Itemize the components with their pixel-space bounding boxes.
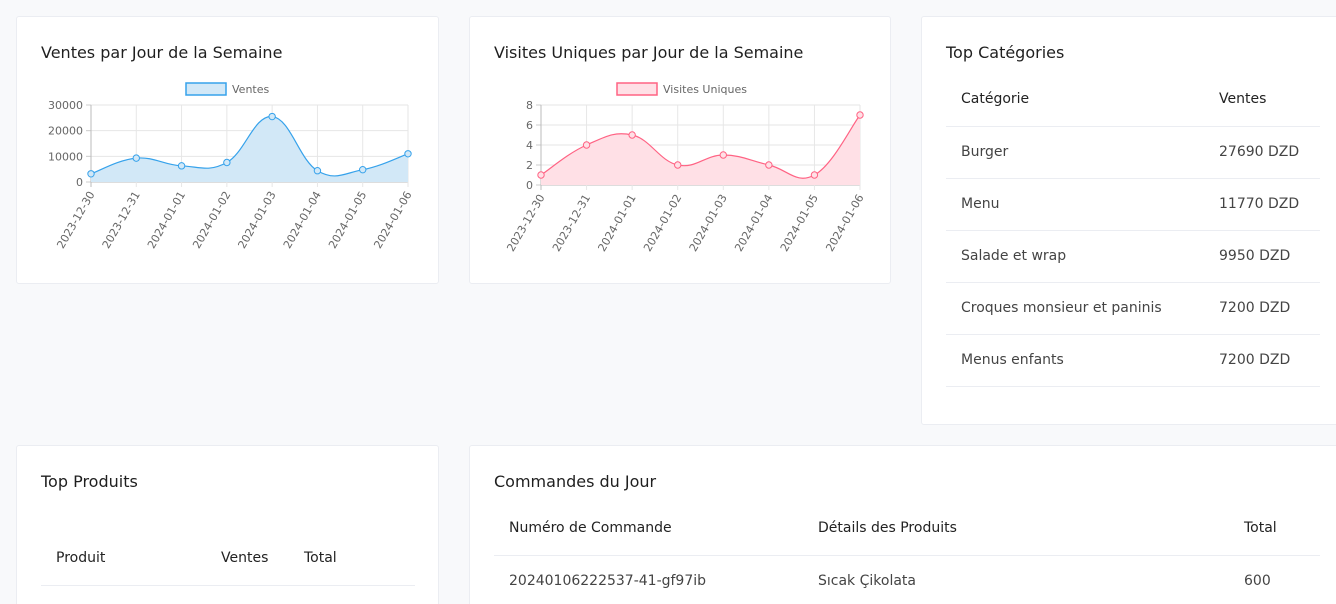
- column-header-total: Total: [289, 531, 415, 586]
- column-header-product-details: Détails des Produits: [803, 501, 1229, 556]
- x-tick-label: 2024-01-05: [778, 192, 821, 254]
- x-tick-label: 2024-01-04: [281, 189, 324, 251]
- top-categories-table: Catégorie Ventes Burger 27690 DZD Menu 1177…: [946, 72, 1320, 387]
- x-tick-label: 2024-01-02: [641, 192, 684, 254]
- x-tick-label: 2024-01-03: [687, 192, 730, 254]
- column-header-sales: Ventes: [1204, 72, 1320, 127]
- series-line: [90, 115, 409, 177]
- y-tick-label: 20000: [48, 125, 83, 138]
- y-tick-label: 30000: [48, 99, 83, 112]
- sales-cell: 27690 DZD: [1204, 126, 1320, 179]
- data-point: [313, 167, 322, 175]
- table-row: Burger 27690 DZD: [946, 126, 1320, 179]
- data-point: [87, 170, 95, 178]
- sales-cell: 7200 DZD: [1204, 282, 1320, 335]
- column-header-total: Total: [1229, 501, 1320, 556]
- x-tick-label: 2024-01-03: [236, 189, 279, 251]
- y-tick-label: 10000: [48, 150, 83, 163]
- category-cell: Salade et wrap: [946, 230, 1204, 283]
- column-header-product: Produit: [41, 531, 206, 586]
- x-tick-label: 2024-01-06: [823, 192, 866, 254]
- top-categories-title: Top Catégories: [946, 43, 1065, 62]
- data-point: [674, 161, 682, 169]
- y-tick-label: 0: [76, 176, 83, 189]
- x-tick-label: 2023-12-30: [54, 189, 97, 251]
- order-number-cell: 20240106222537-41-gf97ib: [494, 555, 803, 604]
- top-products-title: Top Produits: [41, 472, 138, 491]
- y-tick-label: 8: [526, 99, 533, 112]
- category-cell: Menus enfants: [946, 334, 1204, 387]
- data-point: [719, 151, 727, 159]
- y-tick-label: 4: [526, 139, 533, 152]
- series-area: [91, 116, 408, 182]
- data-point: [359, 165, 367, 174]
- data-point: [582, 141, 591, 149]
- legend-label: Ventes: [232, 83, 269, 96]
- data-point: [856, 111, 864, 119]
- data-point: [404, 150, 412, 158]
- data-point: [223, 158, 231, 167]
- sales-chart-title: Ventes par Jour de la Semaine: [41, 43, 283, 62]
- y-tick-label: 2: [526, 159, 533, 172]
- table-row: Salade et wrap 9950 DZD: [946, 230, 1320, 283]
- category-cell: Menu: [946, 178, 1204, 231]
- sales-chart-card: Ventes par Jour de la Semaine Ventes 0 100…: [16, 16, 439, 284]
- table-row: Croques monsieur et paninis 7200 DZD: [946, 282, 1320, 335]
- x-tick-label: 2024-01-01: [596, 192, 639, 254]
- daily-orders-title: Commandes du Jour: [494, 472, 657, 491]
- table-row: Menu 11770 DZD: [946, 178, 1320, 231]
- data-point: [132, 154, 140, 162]
- legend-label: Visites Uniques: [663, 83, 747, 96]
- x-tick-label: 2024-01-05: [326, 189, 369, 251]
- x-tick-label: 2023-12-31: [100, 189, 143, 251]
- category-cell: Croques monsieur et paninis: [946, 282, 1204, 335]
- series-area: [541, 115, 860, 185]
- daily-orders-card: Commandes du Jour Numéro de Commande Dét…: [469, 445, 1336, 604]
- visits-chart-title: Visites Uniques par Jour de la Semaine: [494, 43, 804, 62]
- visits-chart-card: Visites Uniques par Jour de la Semaine V…: [469, 16, 891, 284]
- y-tick-label: 6: [526, 119, 533, 132]
- visits-chart: Visites Uniques 0 2 4 6 8 2023-12-30 2023-12-31…: [504, 82, 867, 254]
- product-details-cell: Sıcak Çikolata: [803, 555, 1229, 604]
- column-header-category: Catégorie: [946, 72, 1204, 127]
- column-header-order-number: Numéro de Commande: [494, 501, 803, 556]
- table-row: Menus enfants 7200 DZD: [946, 334, 1320, 387]
- legend-swatch: [616, 82, 658, 96]
- total-cell: 600: [1229, 555, 1320, 604]
- x-tick-label: 2024-01-06: [371, 189, 414, 251]
- legend-swatch: [185, 82, 227, 96]
- x-tick-label: 2023-12-31: [550, 192, 593, 254]
- data-point: [628, 131, 636, 139]
- x-tick-label: 2024-01-04: [732, 192, 775, 254]
- data-point: [537, 171, 545, 179]
- data-point: [810, 171, 819, 179]
- top-products-card: Top Produits Produit Ventes Total: [16, 445, 439, 604]
- x-tick-label: 2024-01-01: [145, 189, 188, 251]
- sales-cell: 7200 DZD: [1204, 334, 1320, 387]
- x-tick-label: 2024-01-02: [190, 189, 233, 251]
- top-categories-card: Top Catégories Catégorie Ventes Burger 27…: [921, 16, 1336, 425]
- data-point: [268, 112, 276, 121]
- sales-cell: 11770 DZD: [1204, 178, 1320, 231]
- sales-cell: 9950 DZD: [1204, 230, 1320, 283]
- top-products-table: Produit Ventes Total: [41, 531, 415, 586]
- x-tick-label: 2023-12-30: [504, 192, 547, 254]
- column-header-sales: Ventes: [206, 531, 289, 586]
- daily-orders-table: Numéro de Commande Détails des Produits …: [494, 501, 1320, 604]
- table-row: 20240106222537-41-gf97ib Sıcak Çikolata 60…: [494, 555, 1320, 604]
- sales-chart: Ventes 0 10000 20000 30000 2023-12-30 2023-12-…: [48, 82, 415, 251]
- data-point: [765, 161, 773, 169]
- data-point: [177, 162, 186, 170]
- y-tick-label: 0: [526, 179, 533, 192]
- category-cell: Burger: [946, 126, 1204, 179]
